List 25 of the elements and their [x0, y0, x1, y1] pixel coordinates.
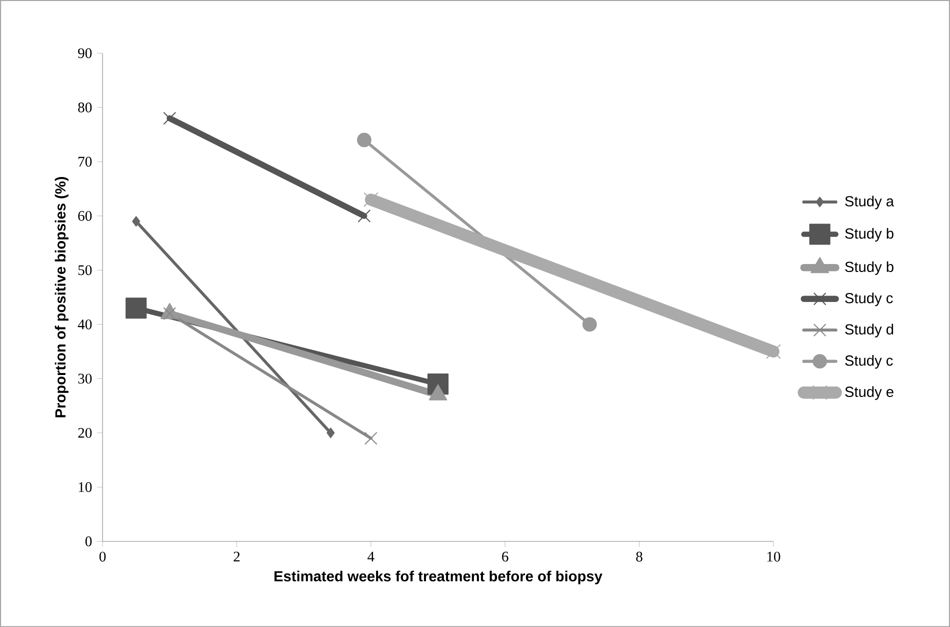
- x-tick-label: 10: [767, 552, 780, 562]
- y-tick-label: 20: [78, 428, 92, 438]
- y-tick-label: 70: [78, 156, 92, 166]
- y-tick-label: 50: [78, 265, 92, 275]
- legend-label: Study a: [845, 196, 894, 210]
- y-tick-label: 10: [78, 482, 92, 492]
- legend-label: Study e: [845, 386, 894, 400]
- legend-label: Study c: [845, 354, 893, 369]
- y-tick-label: 40: [78, 319, 92, 330]
- x-axis-title: Estimated weeks fof treatment before of biopsy: [274, 570, 602, 584]
- legend-label: Study c: [845, 292, 893, 306]
- x-tick-label: 2: [234, 552, 240, 562]
- y-tick-label: 60: [78, 210, 92, 221]
- y-axis-title: Proportion of positive biopsies (%): [54, 176, 68, 418]
- x-tick-label: 6: [502, 552, 508, 562]
- y-tick-label: 0: [85, 536, 92, 546]
- legend-label: Study b: [845, 228, 894, 242]
- y-tick-label: 90: [78, 48, 92, 58]
- legend-label: Study b: [845, 261, 894, 275]
- x-tick-label: 4: [368, 552, 374, 562]
- x-tick-label: 8: [636, 552, 642, 562]
- x-tick-label: 0: [99, 552, 106, 562]
- y-tick-label: 30: [78, 374, 92, 384]
- legend-label: Study d: [845, 324, 894, 338]
- y-tick-label: 80: [78, 102, 92, 112]
